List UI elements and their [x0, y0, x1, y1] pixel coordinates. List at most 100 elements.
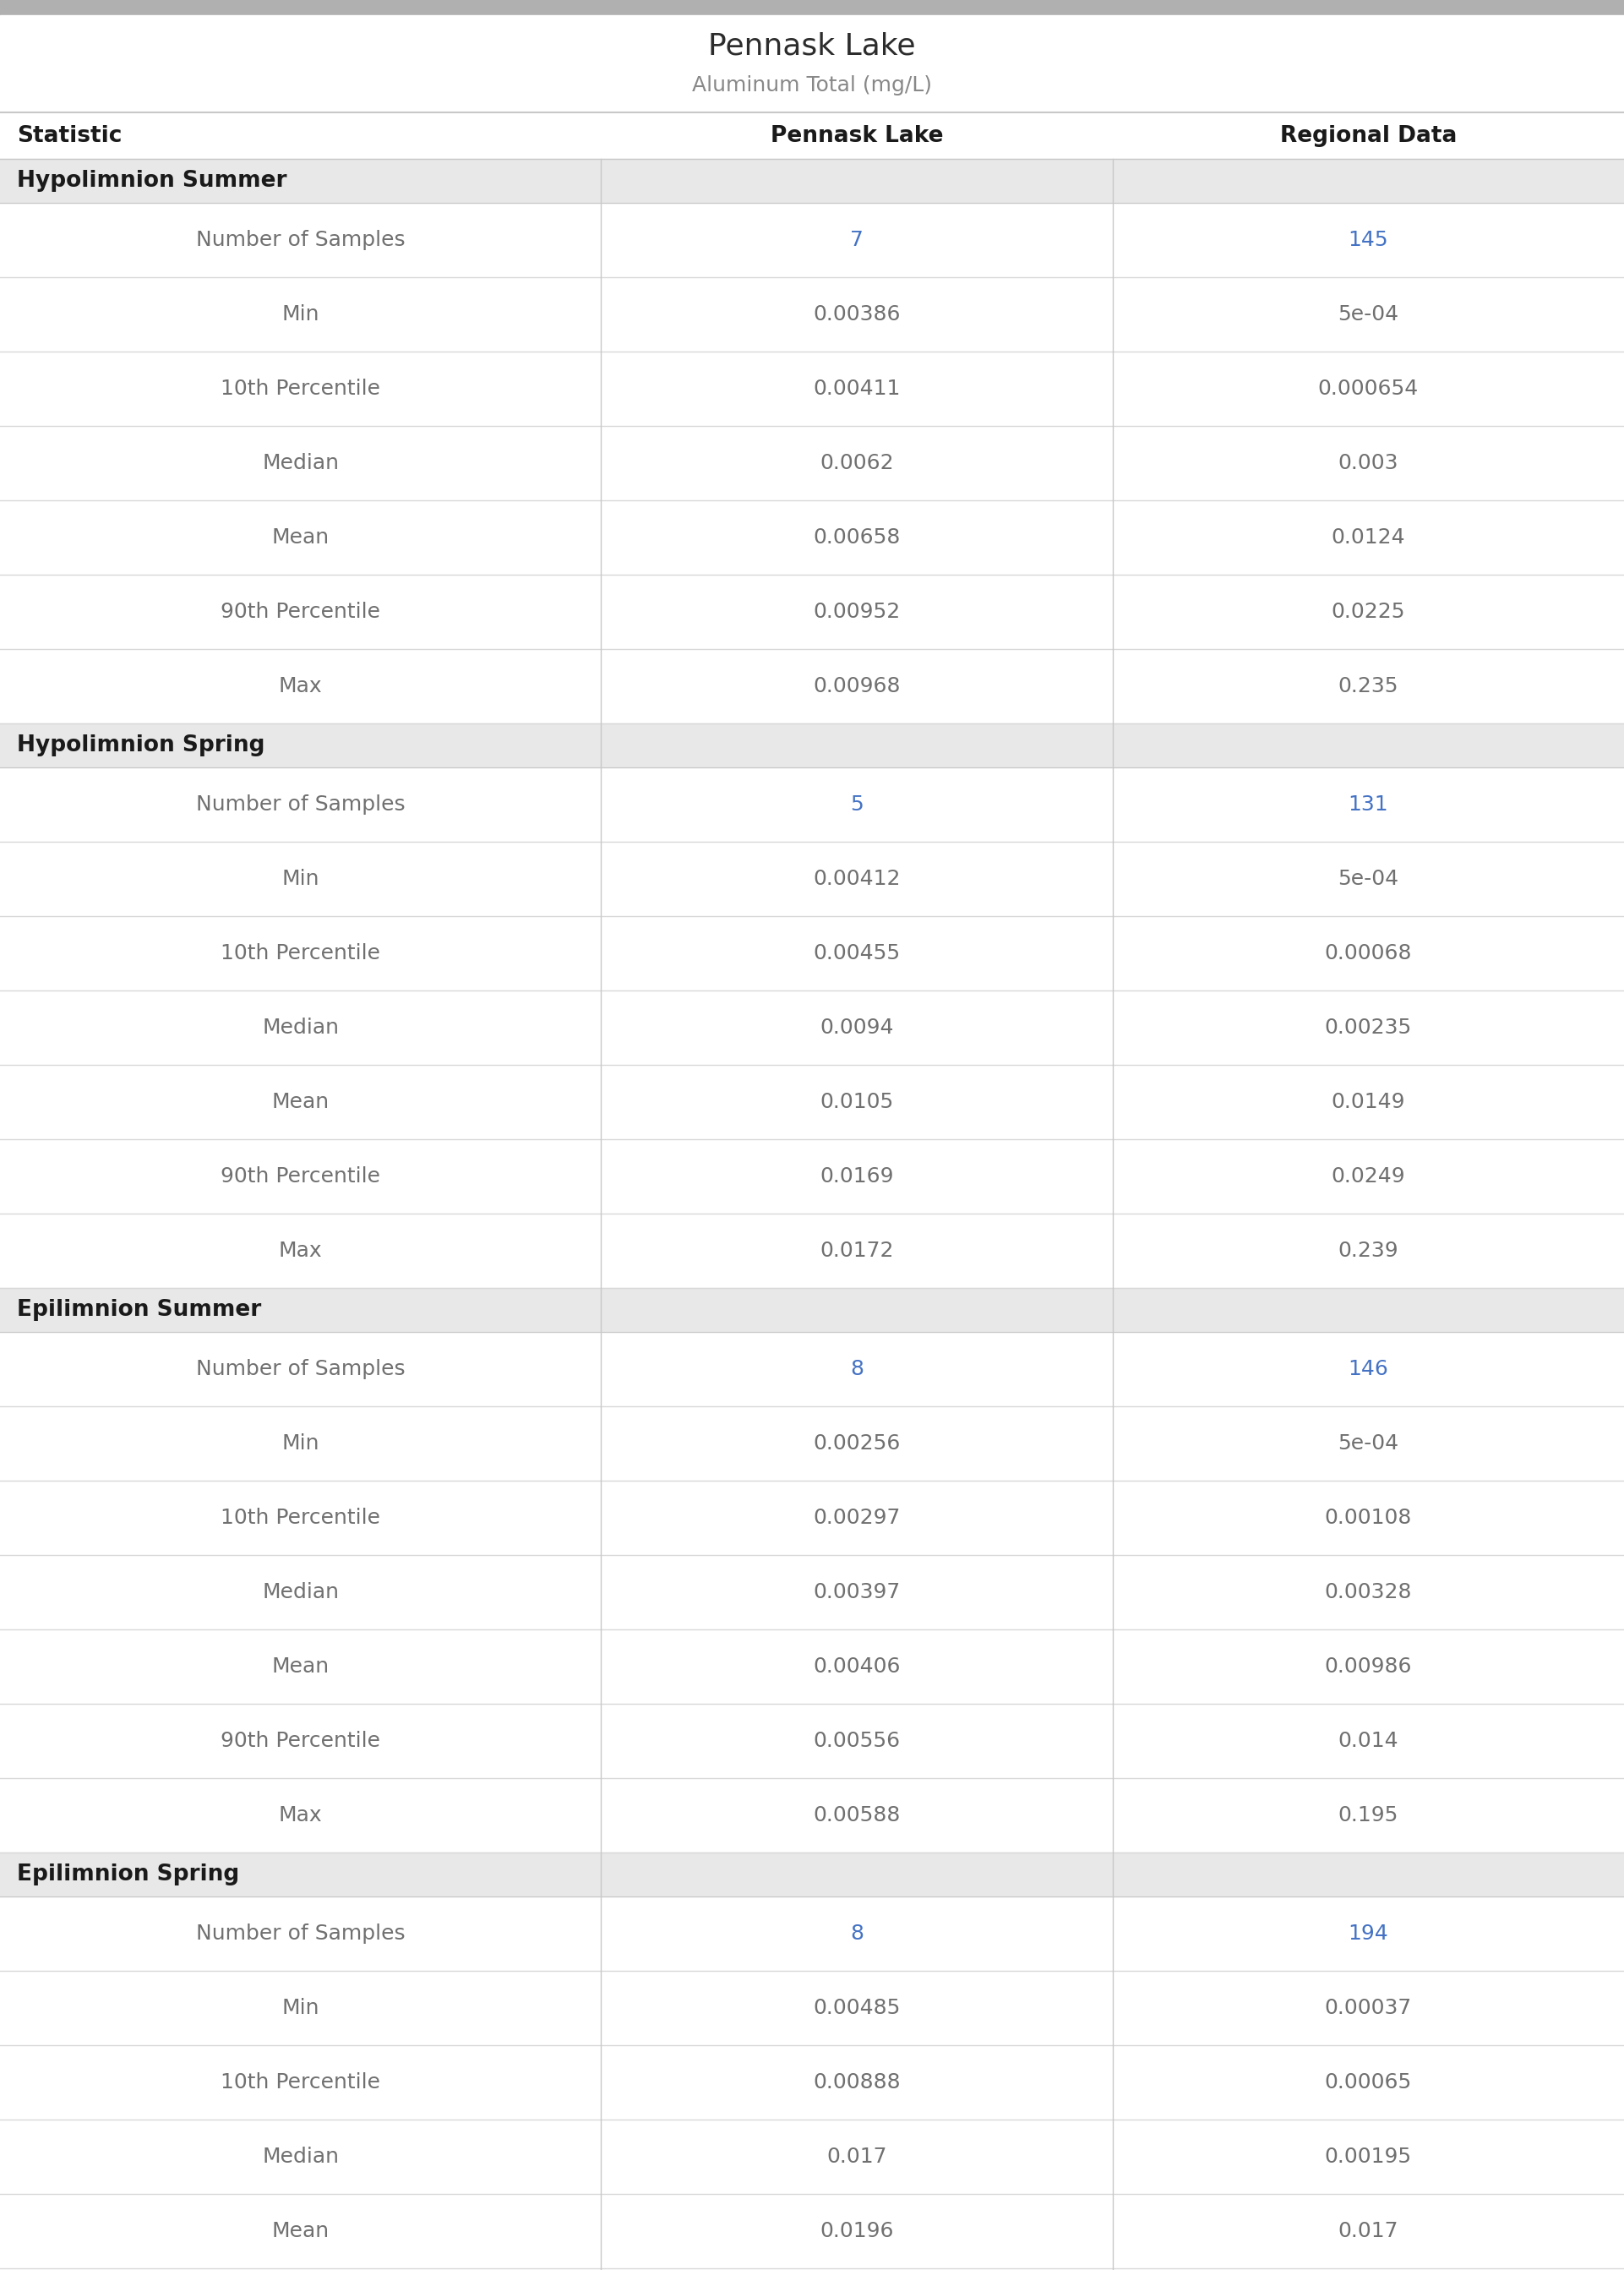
Text: 0.00952: 0.00952	[814, 602, 900, 622]
Text: 8: 8	[849, 1360, 864, 1380]
Text: 0.00195: 0.00195	[1325, 2147, 1411, 2168]
Text: 0.0062: 0.0062	[820, 454, 893, 472]
Bar	[0, 1287, 1624, 1332]
Bar	[0, 2120, 1624, 2193]
Text: 0.00588: 0.00588	[814, 1805, 900, 1825]
Text: Max: Max	[279, 676, 322, 697]
Text: 0.0249: 0.0249	[1332, 1167, 1405, 1187]
Text: Mean: Mean	[271, 2220, 330, 2240]
Text: 0.00658: 0.00658	[814, 527, 900, 547]
Text: Pennask Lake: Pennask Lake	[708, 32, 916, 61]
Text: 0.00386: 0.00386	[814, 304, 900, 325]
Text: Max: Max	[279, 1242, 322, 1260]
Text: Pennask Lake: Pennask Lake	[770, 125, 944, 148]
Text: 0.00485: 0.00485	[814, 1998, 900, 2018]
Bar	[0, 2193, 1624, 2268]
Text: 0.003: 0.003	[1338, 454, 1398, 472]
Text: 131: 131	[1348, 794, 1389, 815]
Text: Mean: Mean	[271, 1092, 330, 1112]
Bar	[0, 16, 1624, 114]
Text: 0.00397: 0.00397	[814, 1582, 900, 1603]
Text: 0.00235: 0.00235	[1325, 1017, 1411, 1037]
Text: Hypolimnion Spring: Hypolimnion Spring	[16, 735, 265, 756]
Bar	[0, 649, 1624, 724]
Text: 90th Percentile: 90th Percentile	[221, 1730, 380, 1750]
Text: 7: 7	[849, 229, 864, 250]
Text: Median: Median	[261, 1582, 339, 1603]
Text: 145: 145	[1348, 229, 1389, 250]
Text: 0.00412: 0.00412	[814, 869, 900, 890]
Text: 0.00256: 0.00256	[814, 1432, 900, 1453]
Text: 146: 146	[1348, 1360, 1389, 1380]
Text: Number of Samples: Number of Samples	[197, 229, 404, 250]
Text: 0.00556: 0.00556	[814, 1730, 900, 1750]
Text: 0.017: 0.017	[1338, 2220, 1398, 2240]
Bar	[0, 427, 1624, 499]
Bar	[0, 1777, 1624, 1852]
Text: 0.00406: 0.00406	[814, 1657, 900, 1678]
Text: 0.239: 0.239	[1338, 1242, 1398, 1260]
Bar	[0, 1332, 1624, 1407]
Bar	[0, 1140, 1624, 1214]
Bar	[0, 1705, 1624, 1777]
Text: 0.00037: 0.00037	[1325, 1998, 1411, 2018]
Bar	[0, 1895, 1624, 1970]
Bar	[0, 114, 1624, 159]
Text: 0.014: 0.014	[1338, 1730, 1398, 1750]
Text: 0.0149: 0.0149	[1332, 1092, 1405, 1112]
Text: 0.235: 0.235	[1338, 676, 1398, 697]
Text: 0.00888: 0.00888	[814, 2073, 900, 2093]
Bar	[0, 917, 1624, 990]
Text: 0.00065: 0.00065	[1325, 2073, 1411, 2093]
Text: Mean: Mean	[271, 527, 330, 547]
Text: Statistic: Statistic	[16, 125, 122, 148]
Text: 0.00328: 0.00328	[1325, 1582, 1411, 1603]
Bar	[0, 574, 1624, 649]
Text: Aluminum Total (mg/L): Aluminum Total (mg/L)	[692, 75, 932, 95]
Bar	[0, 0, 1624, 16]
Text: Min: Min	[281, 869, 320, 890]
Text: 90th Percentile: 90th Percentile	[221, 1167, 380, 1187]
Bar	[0, 1555, 1624, 1630]
Text: Median: Median	[261, 2147, 339, 2168]
Text: 8: 8	[849, 1923, 864, 1943]
Text: 10th Percentile: 10th Percentile	[221, 379, 380, 400]
Text: 5e-04: 5e-04	[1338, 869, 1398, 890]
Text: Regional Data: Regional Data	[1280, 125, 1457, 148]
Bar	[0, 1214, 1624, 1287]
Text: 0.0169: 0.0169	[820, 1167, 893, 1187]
Text: 0.00986: 0.00986	[1325, 1657, 1411, 1678]
Text: Number of Samples: Number of Samples	[197, 794, 404, 815]
Text: Number of Samples: Number of Samples	[197, 1923, 404, 1943]
Text: 0.00968: 0.00968	[814, 676, 900, 697]
Text: 0.000654: 0.000654	[1317, 379, 1419, 400]
Bar	[0, 159, 1624, 202]
Text: 0.0105: 0.0105	[820, 1092, 893, 1112]
Text: 10th Percentile: 10th Percentile	[221, 2073, 380, 2093]
Text: 0.195: 0.195	[1338, 1805, 1398, 1825]
Text: 0.00108: 0.00108	[1325, 1507, 1411, 1528]
Bar	[0, 202, 1624, 277]
Text: 0.00068: 0.00068	[1325, 942, 1411, 962]
Text: Number of Samples: Number of Samples	[197, 1360, 404, 1380]
Text: 0.00297: 0.00297	[814, 1507, 900, 1528]
Text: Max: Max	[279, 1805, 322, 1825]
Text: 5: 5	[849, 794, 864, 815]
Text: 5e-04: 5e-04	[1338, 304, 1398, 325]
Bar	[0, 842, 1624, 917]
Text: Min: Min	[281, 304, 320, 325]
Text: 0.017: 0.017	[827, 2147, 887, 2168]
Text: 0.0225: 0.0225	[1332, 602, 1405, 622]
Text: Epilimnion Spring: Epilimnion Spring	[16, 1864, 239, 1886]
Text: Median: Median	[261, 1017, 339, 1037]
Bar	[0, 1852, 1624, 1895]
Text: 0.0124: 0.0124	[1332, 527, 1405, 547]
Text: 0.0172: 0.0172	[820, 1242, 893, 1260]
Text: 10th Percentile: 10th Percentile	[221, 942, 380, 962]
Text: Median: Median	[261, 454, 339, 472]
Text: 194: 194	[1348, 1923, 1389, 1943]
Bar	[0, 990, 1624, 1065]
Text: Min: Min	[281, 1998, 320, 2018]
Text: Hypolimnion Summer: Hypolimnion Summer	[16, 170, 287, 193]
Text: 5e-04: 5e-04	[1338, 1432, 1398, 1453]
